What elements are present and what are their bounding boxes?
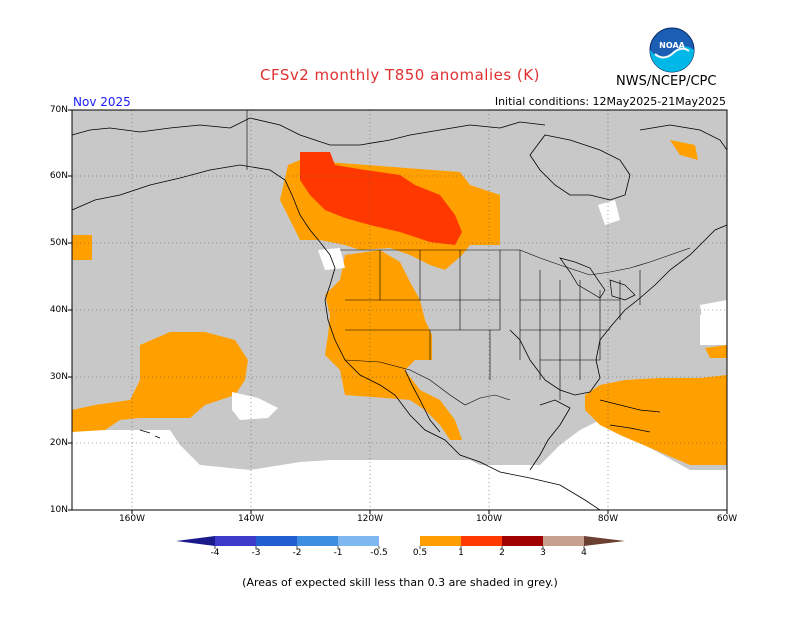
lat-label: 10N <box>49 505 68 515</box>
colorbar-bin <box>461 536 502 546</box>
lat-label: 50N <box>49 238 68 248</box>
graticule <box>72 110 727 510</box>
no-signal-patches <box>232 200 727 420</box>
lon-label: 120W <box>356 514 384 524</box>
colorbar-bin <box>338 536 379 546</box>
colorbar-bin <box>379 536 420 546</box>
noaa-logo-text: NOAA <box>659 41 685 50</box>
lon-label: 160W <box>118 514 146 524</box>
colorbar-bin <box>215 536 256 546</box>
lat-label: 40N <box>49 305 68 315</box>
skill-footnote: (Areas of expected skill less than 0.3 a… <box>242 576 558 589</box>
forecast-month: Nov 2025 <box>73 95 131 109</box>
initial-conditions: Initial conditions: 12May2025-21May2025 <box>494 95 726 108</box>
colorbar-bin <box>502 536 543 546</box>
colorbar-tick-label: -1 <box>333 548 343 558</box>
colorbar-tick-label: -0.5 <box>370 548 388 558</box>
lon-label: 60W <box>716 514 738 524</box>
colorbar-lt-minus4 <box>176 536 215 546</box>
colorbar-tick-label: -4 <box>210 548 220 558</box>
colorbar-tick-label: 2 <box>499 548 505 558</box>
noaa-logo: NOAA <box>649 27 695 73</box>
axis-ticks <box>68 109 728 514</box>
colorbar-bin <box>420 536 461 546</box>
lat-label: 30N <box>49 372 68 382</box>
colorbar-bin <box>297 536 338 546</box>
colorbar-tick-label: -2 <box>292 548 302 558</box>
colorbar-tick-label: 3 <box>540 548 546 558</box>
lat-label: 60N <box>49 171 68 181</box>
colorbar-gt-4 <box>584 536 625 546</box>
anomaly-red-region <box>300 152 462 245</box>
colorbar-bin <box>543 536 584 546</box>
lat-label: 20N <box>49 438 68 448</box>
colorbar-tick-label: 4 <box>581 548 587 558</box>
political-borders <box>246 110 691 406</box>
colorbar-tick-label: 1 <box>458 548 464 558</box>
colorbar-bin <box>256 536 297 546</box>
great-lakes <box>559 257 636 301</box>
lon-label: 100W <box>475 514 503 524</box>
lon-label: 80W <box>597 514 619 524</box>
colorbar <box>176 536 625 549</box>
colorbar-tick-label: -3 <box>251 548 261 558</box>
lon-label: 140W <box>237 514 265 524</box>
lat-label: 70N <box>49 105 68 115</box>
colorbar-tick-label: 0.5 <box>412 548 428 558</box>
agency-label: NWS/NCEP/CPC <box>616 74 717 89</box>
map-title: CFSv2 monthly T850 anomalies (K) <box>260 66 540 84</box>
